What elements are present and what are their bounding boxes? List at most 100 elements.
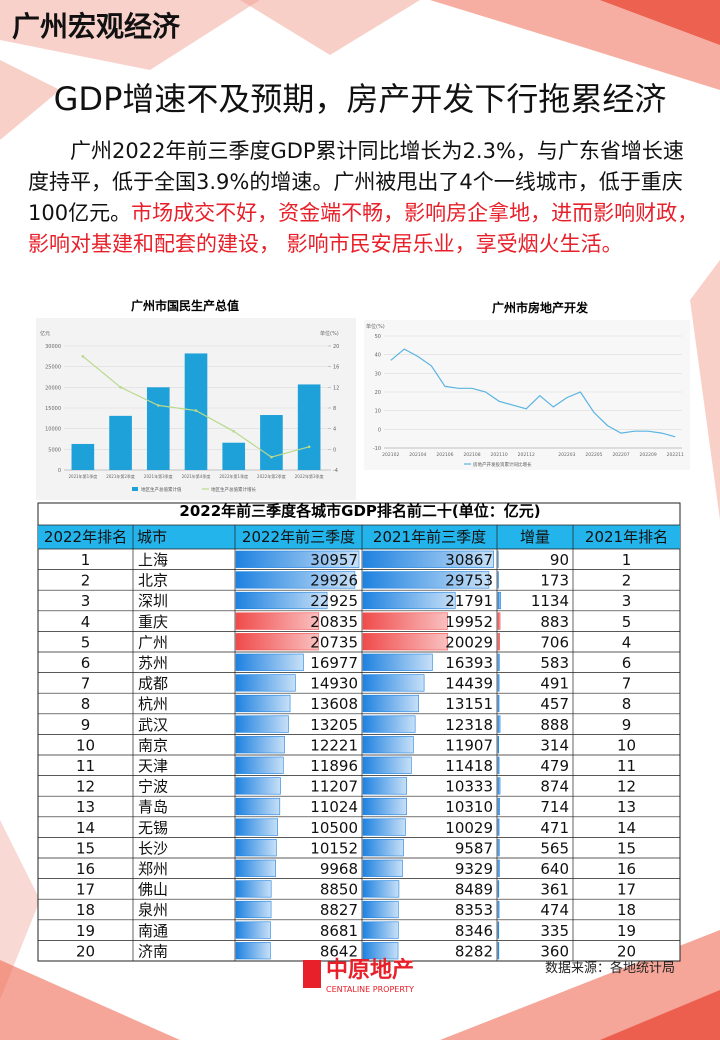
cell-number: 10310: [445, 798, 493, 816]
logo-icon: [303, 960, 321, 988]
cell-number: 361: [540, 881, 569, 899]
cell-rank: 13: [76, 798, 95, 816]
cell-city: 深圳: [138, 592, 168, 610]
data-bar: [362, 612, 448, 630]
line-marker: [119, 386, 122, 389]
data-bar: [235, 839, 277, 857]
data-bar: [362, 859, 403, 877]
y-tick-label: 0: [378, 427, 381, 433]
cell-city: 成都: [138, 675, 168, 693]
cell-number: 13151: [445, 695, 493, 713]
x-tick-label: 202106: [436, 452, 453, 458]
column-header: 2021年前三季度: [373, 528, 486, 546]
cell-city: 广州: [138, 633, 168, 651]
cell-city: 天津: [138, 757, 168, 775]
data-bar: [235, 571, 356, 589]
cell-rank: 3: [81, 592, 91, 610]
cell-city: 上海: [138, 551, 168, 569]
cell-number: 583: [540, 654, 569, 672]
cell-number: 714: [540, 798, 569, 816]
cell-rank: 13: [617, 798, 636, 816]
cell-city: 杭州: [138, 695, 168, 713]
bar: [109, 415, 132, 470]
data-bar: [235, 612, 320, 630]
data-bar: [362, 818, 406, 836]
cell-number: 874: [540, 778, 569, 796]
cell-number: 471: [540, 819, 569, 837]
bar: [222, 442, 246, 470]
y2-tick-label: 16: [333, 365, 339, 371]
y-tick-label: 15000: [45, 406, 61, 412]
cell-number: 14930: [310, 675, 358, 693]
cell-rank: 16: [617, 860, 636, 878]
headline: GDP增速不及预期，房产开发下行拖累经济: [54, 80, 667, 118]
cell-city: 武汉: [138, 716, 168, 734]
cell-city: 重庆: [138, 613, 168, 631]
table-header-bg: [38, 525, 680, 549]
cell-number: 9968: [320, 860, 358, 878]
cell-number: 22925: [310, 592, 358, 610]
chart-2-panel: [364, 320, 690, 470]
cell-rank: 9: [81, 716, 91, 734]
y-tick-label: 0: [58, 468, 61, 474]
table-title: 2022年前三季度各城市GDP排名前二十(单位：亿元): [179, 502, 540, 520]
cell-number: 20835: [310, 613, 358, 631]
data-bar: [362, 942, 399, 960]
cell-rank: 17: [617, 881, 636, 899]
chart: -10 0 10 20 30 40 50 单位(%) 202102 202104 202106 202…: [366, 323, 684, 468]
data-bar: [235, 797, 281, 816]
column-header: 2022年前三季度: [242, 528, 355, 546]
y-tick-label: 5000: [48, 447, 61, 453]
cell-rank: 1: [81, 551, 91, 569]
data-bar: [362, 674, 425, 692]
line-marker: [194, 409, 198, 412]
data-bar: [497, 633, 500, 651]
x-tick-label: 202102: [382, 452, 399, 458]
y2-unit: 单位(%): [320, 330, 339, 337]
x-tick-label: 2021年第1季度: [68, 473, 97, 479]
line-marker: [270, 455, 273, 459]
cell-rank: 4: [622, 633, 632, 651]
legend-label: 地区生产总值累计值: [141, 486, 182, 493]
data-bar: [235, 777, 281, 795]
x-tick-label: 202108: [463, 452, 480, 458]
cell-city: 宁波: [138, 778, 168, 796]
x-tick-label: 2022年第1季度: [219, 473, 248, 479]
y-tick-label: 20000: [45, 385, 61, 391]
cell-city: 南京: [138, 736, 168, 754]
logo-en: CENTALINE PROPERTY: [326, 985, 414, 994]
cell-rank: 9: [622, 716, 632, 734]
column-header: 城市: [137, 528, 167, 546]
cell-rank: 5: [622, 613, 632, 631]
cell-city: 济南: [138, 942, 168, 960]
cell-number: 90: [550, 551, 569, 569]
cell-rank: 20: [76, 942, 95, 960]
data-bar: [497, 756, 500, 774]
cell-rank: 20: [617, 942, 636, 960]
cell-number: 335: [540, 922, 569, 940]
cell-rank: 5: [81, 633, 91, 651]
data-bar: [362, 777, 408, 795]
logo: 中原地产: [326, 958, 414, 983]
cell-rank: 4: [81, 613, 91, 631]
bar: [297, 384, 321, 470]
x-tick-label: 202211: [667, 452, 684, 458]
cell-number: 8827: [320, 901, 358, 919]
gdp-table: 2022年排名 城市 2022年前三季度 2021年前三季度 增量 2021年排名 1 上海 3…: [37, 502, 681, 962]
chart-2-title: 广州市房地产开发: [492, 300, 589, 315]
y-tick-label: 25000: [45, 365, 61, 371]
chart: 0 5000 10000 15000 20000 25000 30000 亿元 -4 0 4 8 12 1…: [40, 330, 339, 493]
x-tick-label: 2022年第3季度: [295, 473, 324, 479]
column-header: 2021年排名: [585, 528, 668, 546]
y-tick-label: 10000: [45, 427, 61, 433]
cell-rank: 10: [617, 736, 636, 754]
cell-rank: 2: [81, 572, 91, 590]
data-bar: [497, 900, 500, 919]
cell-number: 16977: [310, 654, 358, 672]
series-line: [390, 348, 676, 438]
y2-tick-label: -4: [333, 468, 338, 474]
cell-city: 郑州: [138, 860, 168, 878]
cell-rank: 8: [622, 695, 632, 713]
x-tick-label: 2022年第2季度: [257, 473, 286, 479]
cell-number: 565: [540, 839, 569, 857]
